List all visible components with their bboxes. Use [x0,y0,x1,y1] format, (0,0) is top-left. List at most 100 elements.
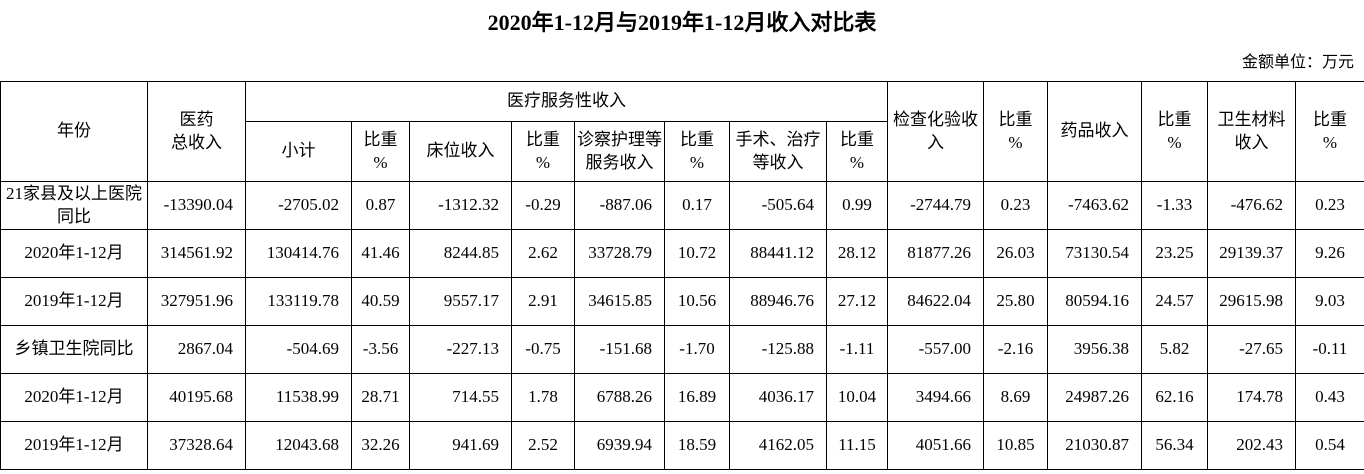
pct-cell: -1.11 [826,325,888,374]
pct-cell: -0.75 [511,325,575,374]
amount-cell: -887.06 [574,181,665,230]
amount-cell: 8244.85 [409,229,512,278]
pct-cell: 2.62 [511,229,575,278]
amount-cell: -227.13 [409,325,512,374]
pct-cell: -1.70 [664,325,730,374]
amount-cell: 9557.17 [409,277,512,326]
row-label: 2020年1-12月 [0,373,148,422]
pct-cell: 24.57 [1141,277,1208,326]
amount-cell: -2744.79 [887,181,984,230]
amount-cell: 73130.54 [1047,229,1142,278]
table-row: 2019年1-12月 327951.96 133119.78 40.59 9557.17… [0,277,1364,326]
pct-cell: 0.87 [351,181,410,230]
amount-cell: 6939.94 [574,421,665,470]
col-header-year: 年份 [0,81,148,182]
col-header-nursing-income: 诊察护理等 服务收入 [574,121,665,182]
amount-cell: 81877.26 [887,229,984,278]
amount-cell: 327951.96 [147,277,246,326]
col-header-material-income: 卫生材料收入 [1207,81,1296,182]
col-header-bed-income: 床位收入 [409,121,512,182]
table-body: 21家县及以上医院 同比 -13390.04 -2705.02 0.87 -1312.3… [0,181,1364,470]
table-row: 2019年1-12月 37328.64 12043.68 32.26 941.69 2.5… [0,421,1364,470]
amount-cell: -505.64 [729,181,827,230]
row-label: 2020年1-12月 [0,229,148,278]
col-header-nursing-pct: 比重 % [664,121,730,182]
amount-cell: 4036.17 [729,373,827,422]
pct-cell: 5.82 [1141,325,1208,374]
amount-cell: 12043.68 [245,421,352,470]
pct-cell: 23.25 [1141,229,1208,278]
pct-cell: 0.43 [1295,373,1364,422]
pct-cell: 2.52 [511,421,575,470]
pct-cell: 10.56 [664,277,730,326]
amount-cell: 80594.16 [1047,277,1142,326]
pct-cell: 0.23 [1295,181,1364,230]
pct-cell: -0.29 [511,181,575,230]
amount-cell: -151.68 [574,325,665,374]
col-header-drug-income: 药品收入 [1047,81,1142,182]
amount-cell: -13390.04 [147,181,246,230]
amount-cell: 3956.38 [1047,325,1142,374]
amount-cell: 3494.66 [887,373,984,422]
pct-cell: 0.99 [826,181,888,230]
pct-cell: -0.11 [1295,325,1364,374]
pct-cell: 2.91 [511,277,575,326]
amount-cell: -557.00 [887,325,984,374]
table-row: 乡镇卫生院同比 2867.04 -504.69 -3.56 -227.13 -0.75 -1… [0,325,1364,374]
table-header: 年份 医药 总收入 医疗服务性收入 检查化验收入 比重 % 药品收入 比重 % … [0,81,1364,182]
pct-cell: 9.03 [1295,277,1364,326]
pct-cell: 16.89 [664,373,730,422]
pct-cell: 8.69 [983,373,1048,422]
amount-cell: 314561.92 [147,229,246,278]
table-row: 2020年1-12月 40195.68 11538.99 28.71 714.55 1.7… [0,373,1364,422]
amount-cell: 202.43 [1207,421,1296,470]
amount-cell: 24987.26 [1047,373,1142,422]
pct-cell: -2.16 [983,325,1048,374]
amount-cell: 133119.78 [245,277,352,326]
pct-cell: 40.59 [351,277,410,326]
amount-cell: 29615.98 [1207,277,1296,326]
amount-cell: 33728.79 [574,229,665,278]
col-header-drug-pct: 比重 % [1141,81,1208,182]
pct-cell: 10.85 [983,421,1048,470]
amount-cell: 84622.04 [887,277,984,326]
pct-cell: 9.26 [1295,229,1364,278]
amount-cell: 4162.05 [729,421,827,470]
pct-cell: 10.04 [826,373,888,422]
amount-cell: 37328.64 [147,421,246,470]
amount-cell: 88441.12 [729,229,827,278]
amount-cell: 6788.26 [574,373,665,422]
amount-cell: 88946.76 [729,277,827,326]
row-label: 乡镇卫生院同比 [0,325,148,374]
amount-cell: 2867.04 [147,325,246,374]
amount-cell: 29139.37 [1207,229,1296,278]
amount-cell: 40195.68 [147,373,246,422]
amount-cell: 34615.85 [574,277,665,326]
pct-cell: 0.54 [1295,421,1364,470]
pct-cell: 62.16 [1141,373,1208,422]
pct-cell: -3.56 [351,325,410,374]
pct-cell: 28.71 [351,373,410,422]
row-label: 2019年1-12月 [0,277,148,326]
pct-cell: 1.78 [511,373,575,422]
col-header-exam-pct: 比重 % [983,81,1048,182]
pct-cell: 18.59 [664,421,730,470]
table-row: 21家县及以上医院 同比 -13390.04 -2705.02 0.87 -1312.3… [0,181,1364,230]
amount-cell: 130414.76 [245,229,352,278]
amount-cell: 21030.87 [1047,421,1142,470]
amount-cell: 941.69 [409,421,512,470]
col-header-total-income: 医药 总收入 [147,81,246,182]
amount-cell: -1312.32 [409,181,512,230]
pct-cell: 25.80 [983,277,1048,326]
pct-cell: 11.15 [826,421,888,470]
pct-cell: 0.23 [983,181,1048,230]
amount-cell: 4051.66 [887,421,984,470]
pct-cell: -1.33 [1141,181,1208,230]
amount-cell: -27.65 [1207,325,1296,374]
col-header-surgery-income: 手术、治疗 等收入 [729,121,827,182]
pct-cell: 28.12 [826,229,888,278]
col-header-bed-pct: 比重 % [511,121,575,182]
col-header-service-income-group: 医疗服务性收入 [245,81,888,122]
table-row: 2020年1-12月 314561.92 130414.76 41.46 8244.85… [0,229,1364,278]
